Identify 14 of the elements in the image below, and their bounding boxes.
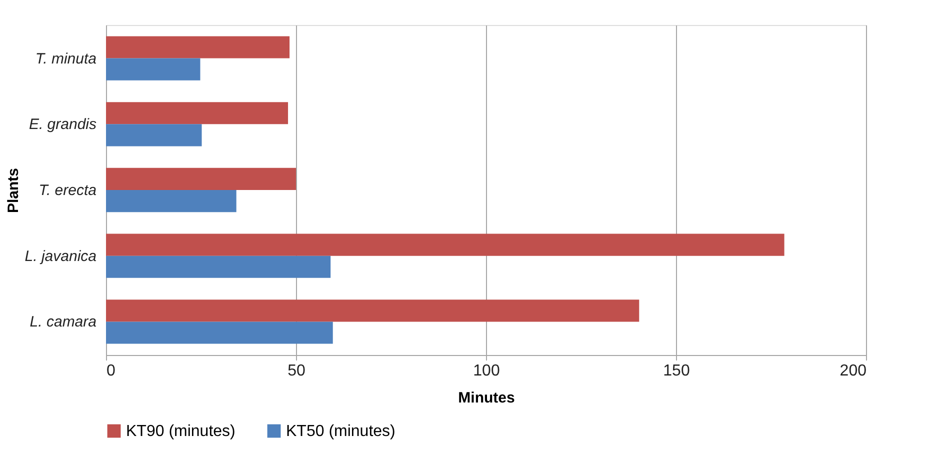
x-tick-label: 200 (840, 362, 867, 380)
y-tick-label: L. javanica (24, 248, 96, 265)
x-tick-label: 150 (663, 362, 690, 380)
y-tick-label: T. erecta (38, 182, 96, 199)
legend-label: KT50 (minutes) (286, 423, 396, 440)
y-tick-label: T. minuta (35, 50, 96, 68)
x-tick-label: 0 (106, 362, 116, 380)
x-tick-label: 100 (473, 362, 500, 380)
y-tick-label: L. camara (30, 314, 96, 331)
x-tick-label: 50 (288, 362, 306, 380)
y-axis-title: Plants (4, 168, 22, 214)
y-tick-label: E. grandis (28, 116, 97, 134)
legend-label: KT90 (minutes) (126, 423, 236, 440)
x-axis-title: Minutes (458, 390, 515, 406)
